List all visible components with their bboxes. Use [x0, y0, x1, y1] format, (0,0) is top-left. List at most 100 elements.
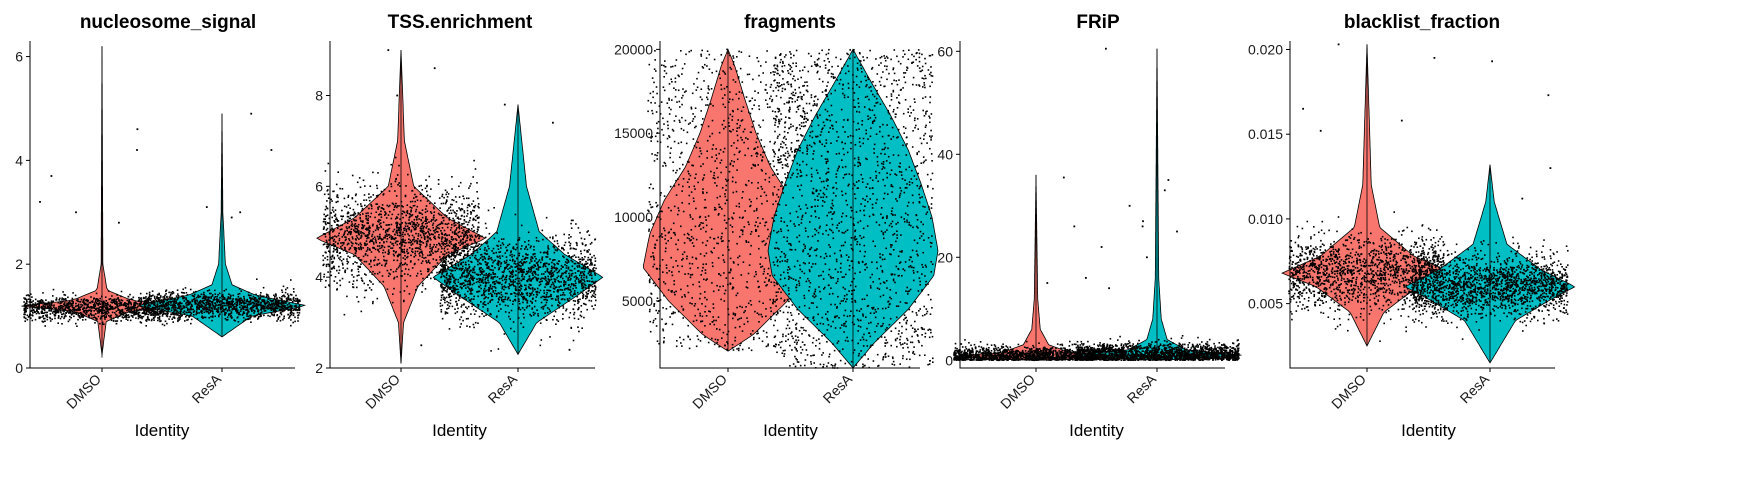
data-point [263, 301, 266, 304]
data-point [225, 311, 227, 314]
data-point [212, 316, 214, 318]
data-point [287, 294, 290, 297]
data-point [360, 232, 362, 234]
data-point [207, 303, 209, 306]
data-point [512, 281, 515, 283]
data-point [216, 298, 218, 300]
data-point [456, 217, 459, 219]
data-point [437, 250, 439, 252]
data-point [388, 236, 391, 239]
data-point [68, 311, 70, 314]
data-point [134, 301, 137, 303]
data-point [159, 296, 162, 298]
data-point [124, 307, 127, 310]
data-point [508, 263, 510, 266]
data-point [425, 240, 428, 243]
data-point [370, 251, 373, 253]
data-point [440, 285, 442, 288]
data-point [445, 264, 448, 266]
data-point [257, 295, 260, 297]
data-point [379, 242, 381, 244]
data-point [131, 310, 133, 313]
data-point [346, 222, 349, 224]
data-point [123, 311, 125, 314]
data-point [289, 298, 292, 300]
data-point [399, 243, 401, 245]
data-point [551, 281, 554, 284]
data-point [469, 299, 471, 301]
data-point [354, 200, 357, 203]
data-point [280, 311, 282, 314]
data-point [23, 304, 26, 307]
data-point [413, 256, 415, 258]
data-point [171, 307, 173, 309]
data-point [403, 263, 406, 266]
data-point [117, 305, 119, 308]
panel-title: TSS.enrichment [388, 12, 533, 33]
data-point [460, 252, 463, 254]
data-point [488, 266, 490, 268]
data-point [261, 300, 264, 303]
data-point [166, 313, 169, 316]
data-point [266, 307, 268, 309]
data-point [369, 249, 371, 251]
data-point [85, 303, 87, 306]
data-point [148, 318, 150, 321]
data-point [456, 250, 459, 252]
data-point [130, 302, 132, 304]
data-point [342, 215, 344, 217]
data-point [63, 309, 66, 311]
data-point [584, 267, 587, 269]
data-point [445, 239, 447, 242]
data-point [280, 302, 282, 305]
data-point [592, 268, 594, 270]
data-point [274, 295, 276, 298]
data-point [401, 251, 404, 253]
data-point [424, 245, 427, 248]
data-point [172, 316, 175, 319]
data-point [440, 299, 442, 301]
data-point [208, 304, 210, 307]
data-point [37, 300, 40, 302]
data-point [430, 238, 432, 241]
data-point [328, 232, 331, 234]
data-point [177, 294, 180, 297]
data-point [172, 303, 175, 305]
data-point [174, 308, 177, 311]
data-point [109, 298, 112, 300]
data-point [366, 247, 369, 249]
data-point [432, 218, 435, 221]
data-point [476, 278, 478, 280]
data-point [34, 298, 37, 301]
data-point [157, 319, 159, 322]
data-point [91, 314, 93, 317]
data-point [347, 204, 350, 206]
data-point [354, 238, 357, 240]
data-point [431, 224, 434, 226]
data-point [420, 229, 422, 232]
data-point [221, 298, 224, 301]
data-point [421, 216, 424, 219]
data-point [246, 307, 249, 309]
data-point [190, 322, 192, 325]
data-point [437, 227, 439, 229]
data-point [49, 317, 52, 320]
data-point [267, 294, 269, 296]
data-point [216, 299, 219, 301]
data-point [176, 289, 179, 291]
data-point [86, 300, 89, 303]
data-point [456, 251, 459, 254]
data-point [257, 317, 260, 319]
data-point [253, 301, 255, 304]
data-point [346, 229, 348, 232]
data-point [53, 304, 55, 306]
data-point [49, 320, 52, 322]
data-point [357, 270, 360, 273]
data-point [154, 312, 157, 315]
data-point [399, 263, 401, 265]
data-point [462, 261, 464, 264]
data-point [156, 295, 158, 298]
data-point [117, 297, 119, 299]
data-point [594, 260, 597, 262]
data-point [372, 223, 374, 226]
